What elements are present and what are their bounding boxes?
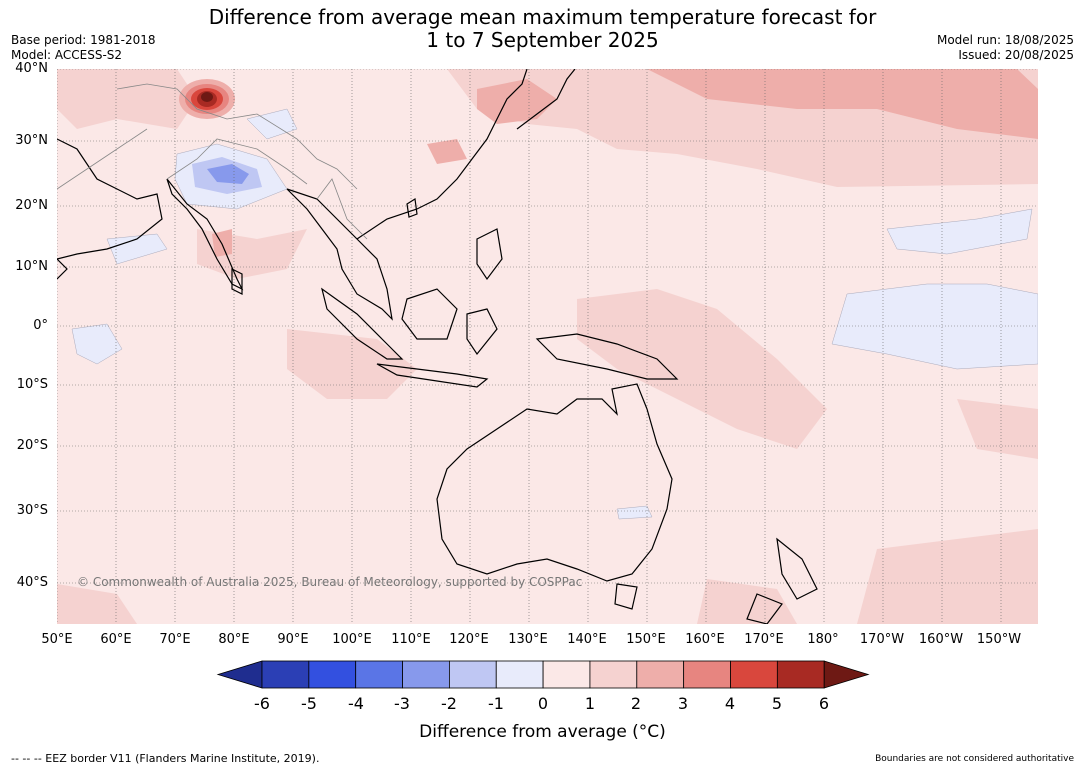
- colorbar-swatch: [776, 660, 825, 689]
- colorbar-swatch: [448, 660, 497, 689]
- lon-label: 170°W: [859, 632, 905, 647]
- map-title-line2: 1 to 7 September 2025: [426, 28, 659, 52]
- lon-label: 70°E: [159, 632, 191, 647]
- anomaly-cool-regions: [71, 108, 1038, 520]
- lon-label: 180°: [807, 632, 839, 647]
- anomaly-hotspot: [179, 79, 235, 119]
- japan-coast: [516, 69, 576, 130]
- base-period: Base period: 1981-2018: [11, 33, 156, 47]
- colorbar-arrow-low: [216, 660, 263, 689]
- sulawesi-coast: [466, 308, 498, 356]
- colorbar-swatch: [589, 660, 638, 689]
- colorbar: [216, 660, 870, 689]
- colorbar-swatch: [261, 660, 310, 689]
- colorbar-tick: -1: [488, 694, 504, 713]
- colorbar-swatch: [730, 660, 778, 689]
- colorbar-tick: 1: [584, 694, 596, 713]
- colorbar-swatch: [402, 660, 450, 689]
- map-title-line1: Difference from average mean maximum tem…: [208, 5, 877, 29]
- lon-label: 170°E: [744, 632, 784, 647]
- lat-label: 10°S: [16, 377, 48, 392]
- model-run: Model run: 18/08/2025: [936, 33, 1074, 47]
- colorbar-tick: -6: [254, 694, 270, 713]
- colorbar-tick: -4: [348, 694, 364, 713]
- forecast-map: [57, 69, 1038, 624]
- lat-label: 30°N: [15, 133, 48, 148]
- lon-label: 80°E: [218, 632, 250, 647]
- taiwan-coast: [406, 197, 418, 218]
- colorbar-arrow-high: [823, 660, 870, 689]
- lat-label: 40°S: [16, 575, 48, 590]
- coastlines: [57, 69, 818, 624]
- colorbar-swatch: [683, 660, 731, 689]
- lon-label: 90°E: [277, 632, 309, 647]
- issued-date: Issued: 20/08/2025: [958, 48, 1074, 62]
- colorbar-tick: 5: [771, 694, 783, 713]
- lon-label: 130°E: [508, 632, 548, 647]
- lat-label: 10°N: [15, 259, 48, 274]
- sumatra-coast: [321, 287, 404, 360]
- colorbar-tick: 6: [818, 694, 830, 713]
- lon-label: 60°E: [100, 632, 132, 647]
- colorbar-tick: -2: [441, 694, 457, 713]
- model-name: Model: ACCESS-S2: [11, 48, 123, 62]
- borneo-coast: [401, 288, 458, 340]
- colorbar-tick: 4: [724, 694, 736, 713]
- lat-label: 20°S: [16, 438, 48, 453]
- sri-lanka-coast: [231, 268, 243, 295]
- se-asia-coast: [286, 188, 393, 321]
- lon-label: 150°E: [626, 632, 666, 647]
- horn-coast: [57, 258, 68, 280]
- colorbar-label: Difference from average (°C): [419, 722, 666, 742]
- colorbar-swatch: [308, 660, 357, 689]
- india-coast: [166, 178, 244, 291]
- lon-label: 100°E: [332, 632, 372, 647]
- colorbar-swatch: [355, 660, 403, 689]
- colorbar-tick: 3: [677, 694, 689, 713]
- lon-label: 150°W: [976, 632, 1022, 647]
- gridlines: [57, 69, 1038, 624]
- lon-label: 50°E: [41, 632, 73, 647]
- philippines-coast: [476, 228, 503, 281]
- colorbar-tick: 0: [537, 694, 549, 713]
- country-borders: [57, 83, 368, 240]
- lon-label: 160°E: [685, 632, 725, 647]
- australia-coast: [436, 383, 673, 582]
- anomaly-plus2-regions: [212, 69, 1038, 257]
- china-coast: [356, 69, 528, 240]
- colorbar-tick: -5: [301, 694, 317, 713]
- colorbar-tick: 2: [630, 694, 642, 713]
- boundaries-note: Boundaries are not considered authoritat…: [875, 754, 1074, 764]
- lat-label: 20°N: [15, 198, 48, 213]
- lat-label: 0°: [33, 318, 48, 333]
- lat-label: 40°N: [15, 61, 48, 76]
- lon-label: 160°W: [918, 632, 964, 647]
- copyright-notice: © Commonwealth of Australia 2025, Bureau…: [77, 575, 583, 589]
- lon-label: 140°E: [567, 632, 607, 647]
- lon-label: 120°E: [449, 632, 489, 647]
- colorbar-tick: -3: [394, 694, 410, 713]
- colorbar-swatch: [636, 660, 685, 689]
- colorbar-swatch: [542, 660, 591, 689]
- new-zealand-coast: [746, 537, 818, 624]
- java-coast: [376, 363, 489, 388]
- arabia-coast: [57, 138, 163, 260]
- eez-note: -- -- -- EEZ border V11 (Flanders Marine…: [11, 752, 320, 765]
- lon-label: 110°E: [391, 632, 431, 647]
- new-guinea-coast: [535, 333, 679, 380]
- tasmania-coast: [614, 583, 638, 610]
- lat-label: 30°S: [16, 503, 48, 518]
- colorbar-swatch: [495, 660, 544, 689]
